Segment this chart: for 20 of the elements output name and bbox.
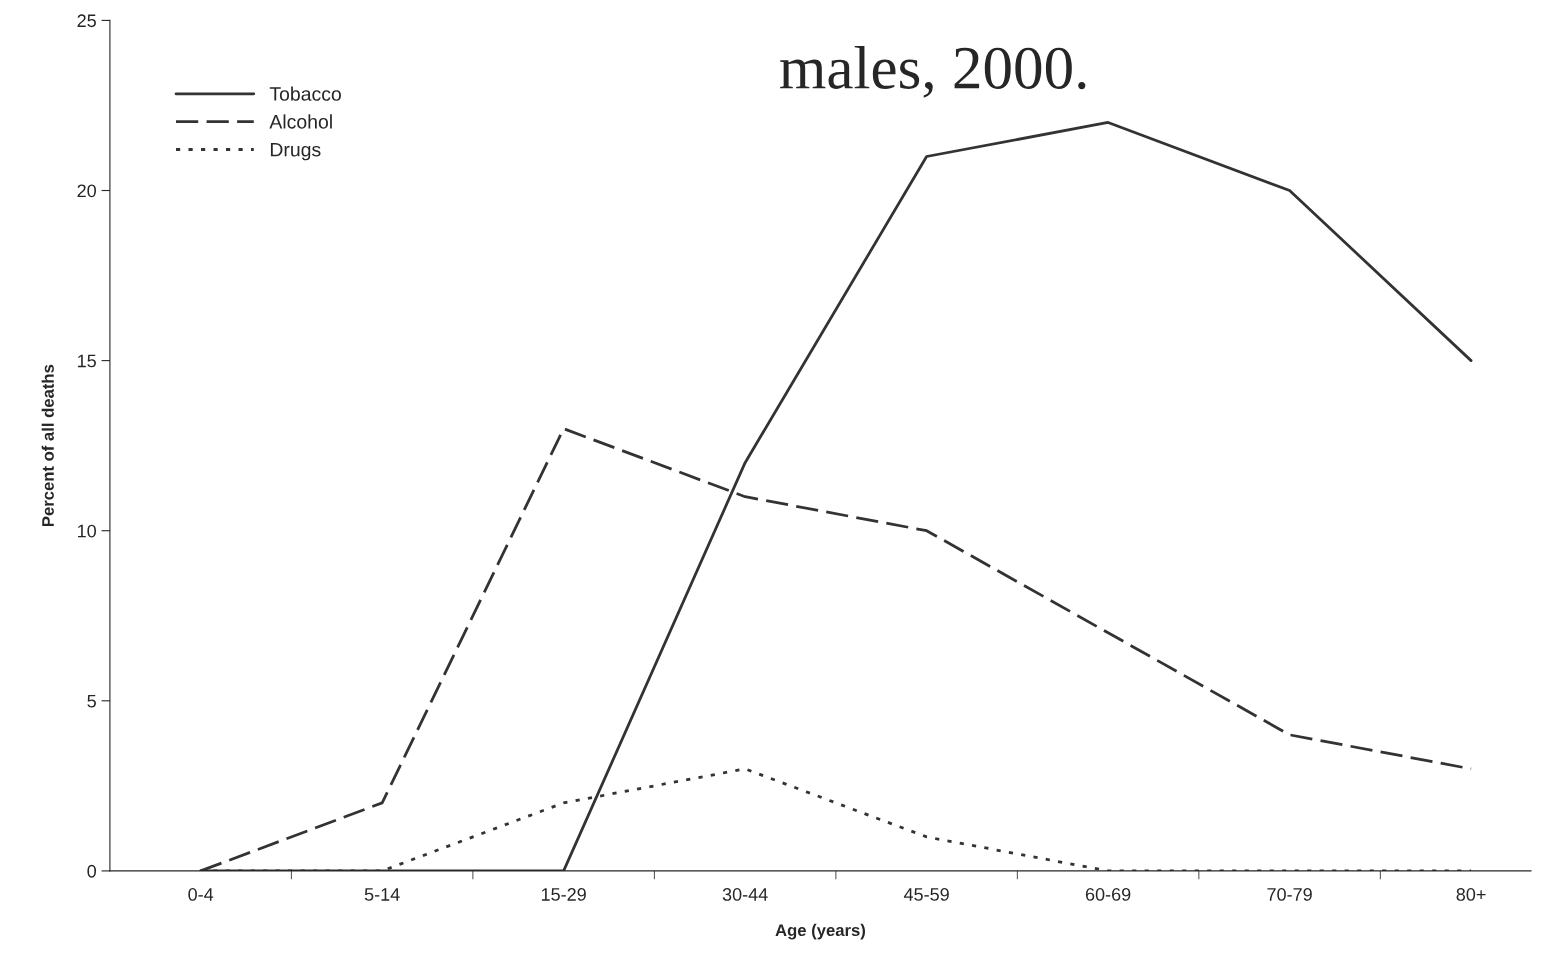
- x-tick-label: 70-79: [1267, 888, 1312, 901]
- x-tick-label: 5-14: [364, 888, 400, 901]
- y-tick-label: 15: [78, 354, 96, 368]
- chart-title: males, 2000.: [780, 45, 1086, 98]
- x-tick-label: 80+: [1456, 888, 1486, 901]
- y-tick-label: 25: [77, 14, 96, 28]
- y-tick-label: 20: [77, 184, 97, 198]
- legend-label: Alcohol: [269, 114, 332, 129]
- y-axis-title: Percent of all deaths: [41, 364, 54, 527]
- x-tick-label: 45-59: [903, 888, 949, 901]
- y-tick-label: 5: [87, 694, 96, 708]
- x-tick-label: 60-69: [1085, 888, 1131, 901]
- y-tick-label: 0: [87, 864, 97, 878]
- x-tick-label: 0-4: [188, 888, 214, 901]
- x-tick-label: 15-29: [541, 888, 586, 901]
- legend-label: Drugs: [270, 142, 321, 161]
- legend-label: Tobacco: [269, 86, 341, 101]
- x-axis-title: Age (years): [775, 923, 865, 940]
- x-tick-label: 30-44: [722, 888, 768, 901]
- y-tick-label: 10: [78, 524, 97, 538]
